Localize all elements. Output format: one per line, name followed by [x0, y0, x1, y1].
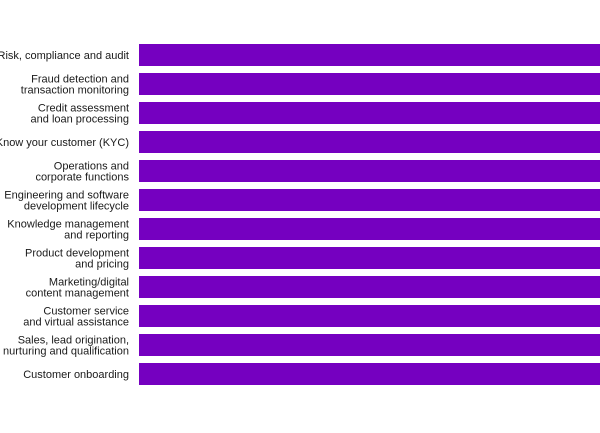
- category-label-line: content management: [26, 288, 129, 300]
- bar: [139, 247, 600, 269]
- bar: [139, 305, 600, 327]
- category-label: Customer onboarding: [23, 369, 129, 381]
- bar: [139, 363, 600, 385]
- category-label: Knowledge management and reporting: [7, 219, 129, 242]
- category-label: Know your customer (KYC): [0, 137, 129, 149]
- category-label-line: Know your customer (KYC): [0, 137, 129, 149]
- category-label-line: Engineering and software: [4, 190, 129, 202]
- category-label-line: Knowledge management: [7, 219, 129, 231]
- bar: [139, 276, 600, 298]
- category-label-line: development lifecycle: [24, 201, 129, 213]
- bar: [139, 218, 600, 240]
- category-label-line: Credit assessment: [38, 103, 129, 115]
- category-label-line: Customer onboarding: [23, 369, 129, 381]
- category-label: Customer service and virtual assistance: [23, 306, 129, 329]
- category-label: Risk, compliance and audit: [0, 50, 129, 62]
- bars: [139, 44, 600, 385]
- bar: [139, 131, 600, 153]
- category-label-line: Marketing/digital: [49, 277, 129, 289]
- category-label-line: Risk, compliance and audit: [0, 50, 129, 62]
- category-label-line: Operations and: [54, 161, 129, 173]
- category-label: Product development and pricing: [25, 248, 129, 271]
- bar: [139, 102, 600, 124]
- category-label-line: corporate functions: [35, 172, 129, 184]
- category-label: Engineering and software development life…: [4, 190, 129, 213]
- category-label-line: Customer service: [43, 306, 129, 318]
- category-labels: Risk, compliance and audit Fraud detectio…: [0, 50, 129, 381]
- category-label-line: nurturing and qualification: [3, 346, 129, 358]
- category-label-line: and virtual assistance: [23, 317, 129, 329]
- category-label: Operations and corporate functions: [35, 161, 129, 184]
- category-label-line: Product development: [25, 248, 129, 260]
- bar: [139, 44, 600, 66]
- bar: [139, 189, 600, 211]
- category-label-line: and pricing: [75, 259, 129, 271]
- bar: [139, 334, 600, 356]
- bar: [139, 160, 600, 182]
- category-label-line: and loan processing: [31, 114, 129, 126]
- category-label-line: transaction monitoring: [21, 85, 129, 97]
- bar: [139, 73, 600, 95]
- category-label-line: Sales, lead origination,: [18, 335, 129, 347]
- category-label: Fraud detection and transaction monitorin…: [21, 74, 129, 97]
- category-label-line: and reporting: [64, 230, 129, 242]
- category-label: Marketing/digital content management: [26, 277, 129, 300]
- category-label-line: Fraud detection and: [31, 74, 129, 86]
- category-label: Credit assessment and loan processing: [31, 103, 129, 126]
- category-label: Sales, lead origination, nurturing and qu…: [3, 335, 129, 358]
